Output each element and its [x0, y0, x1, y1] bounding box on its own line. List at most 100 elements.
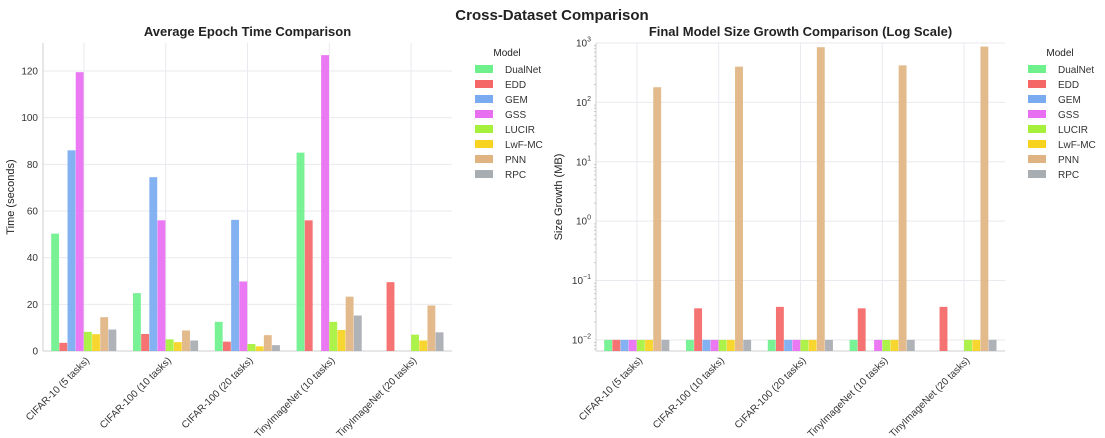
- bar-lwf-mc-cifar-100-20-tasks: [255, 346, 264, 351]
- bar-rpc-tinyimagenet-20-tasks: [988, 339, 997, 351]
- bar-dualnet-tinyimagenet-10-tasks: [296, 152, 305, 351]
- bar-rpc-cifar-10-5-tasks: [108, 329, 117, 351]
- bar-gss-tinyimagenet-10-tasks: [874, 339, 882, 351]
- legend-label-lwf-mc: LwF-MC: [505, 140, 543, 151]
- legend-label-gss: GSS: [1058, 110, 1079, 121]
- bar-pnn-cifar-100-20-tasks: [816, 47, 825, 351]
- bar-lucir-cifar-100-20-tasks: [800, 339, 809, 351]
- bar-edd-tinyimagenet-20-tasks: [386, 282, 395, 351]
- legend-label-pnn: PNN: [505, 155, 526, 166]
- x-tick-label: CIFAR-10 (5 tasks): [24, 355, 92, 423]
- bar-gem-cifar-10-5-tasks: [620, 339, 629, 351]
- legend-swatch-dualnet: [1028, 65, 1046, 73]
- legend-swatch-gem: [475, 95, 493, 103]
- legend-swatch-pnn: [475, 155, 493, 163]
- y-tick-label: 100: [21, 113, 38, 124]
- legend-label-edd: EDD: [1058, 80, 1079, 91]
- legend-label-lwf-mc: LwF-MC: [1058, 140, 1096, 151]
- bar-lucir-cifar-100-20-tasks: [247, 344, 256, 351]
- y-axis-label: Time (seconds): [5, 159, 17, 234]
- chart-title: Average Epoch Time Comparison: [144, 24, 351, 39]
- bar-edd-cifar-100-20-tasks: [775, 306, 784, 351]
- y-tick-label: 60: [27, 207, 39, 218]
- legend-swatch-lucir: [475, 125, 493, 133]
- bar-edd-cifar-100-10-tasks: [694, 308, 703, 351]
- bar-edd-cifar-100-20-tasks: [222, 341, 231, 351]
- y-tick-label: 120: [21, 67, 38, 78]
- x-tick-label: CIFAR-100 (20 tasks): [733, 355, 809, 431]
- x-tick-label: CIFAR-10 (5 tasks): [577, 355, 645, 423]
- bar-lwf-mc-tinyimagenet-20-tasks: [972, 339, 981, 351]
- bar-dualnet-tinyimagenet-10-tasks: [849, 339, 858, 351]
- figure-title: Cross-Dataset Comparison: [455, 7, 648, 24]
- bar-rpc-tinyimagenet-10-tasks: [353, 315, 362, 351]
- bar-dualnet-cifar-10-5-tasks: [604, 339, 613, 351]
- y-axis-label: Size Growth (MB): [553, 154, 565, 241]
- bar-lucir-tinyimagenet-20-tasks: [411, 334, 419, 351]
- bar-dualnet-cifar-10-5-tasks: [51, 233, 60, 351]
- x-tick-label: CIFAR-100 (10 tasks): [98, 355, 174, 431]
- bar-rpc-cifar-100-10-tasks: [743, 339, 752, 351]
- bar-pnn-tinyimagenet-10-tasks: [898, 65, 907, 352]
- bar-gem-cifar-100-10-tasks: [702, 339, 711, 351]
- legend-swatch-gss: [1028, 110, 1046, 118]
- bar-lucir-tinyimagenet-20-tasks: [964, 339, 972, 351]
- legend-label-gem: GEM: [1058, 95, 1081, 106]
- bar-lwf-mc-cifar-10-5-tasks: [92, 334, 100, 351]
- bar-lucir-tinyimagenet-10-tasks: [882, 339, 891, 351]
- bar-gss-cifar-100-10-tasks: [157, 220, 166, 351]
- bar-rpc-cifar-100-10-tasks: [190, 340, 199, 351]
- legend-label-gem: GEM: [505, 95, 528, 106]
- bar-edd-tinyimagenet-10-tasks: [857, 308, 866, 351]
- x-tick-label: TinyImageNet (20 tasks): [888, 355, 973, 438]
- bar-gem-cifar-100-20-tasks: [231, 219, 240, 351]
- legend-swatch-edd: [1028, 80, 1046, 88]
- y-tick-label: 0: [32, 347, 38, 358]
- bar-pnn-cifar-10-5-tasks: [100, 317, 109, 351]
- legend-title: Model: [493, 48, 520, 59]
- bar-pnn-cifar-100-20-tasks: [263, 335, 272, 351]
- legend-label-pnn: PNN: [1058, 155, 1079, 166]
- bar-lwf-mc-tinyimagenet-10-tasks: [890, 339, 899, 351]
- y-tick-label: 100: [576, 215, 591, 228]
- legend-swatch-pnn: [1028, 155, 1046, 163]
- bar-pnn-tinyimagenet-20-tasks: [980, 46, 989, 352]
- x-tick-label: TinyImageNet (10 tasks): [253, 355, 338, 438]
- x-tick-label: CIFAR-100 (10 tasks): [651, 355, 727, 431]
- legend-swatch-edd: [475, 80, 493, 88]
- legend-swatch-gss: [475, 110, 493, 118]
- bar-pnn-cifar-100-10-tasks: [735, 66, 743, 351]
- bar-gem-cifar-10-5-tasks: [67, 150, 76, 351]
- legend-label-rpc: RPC: [1058, 170, 1079, 181]
- bar-gem-cifar-100-10-tasks: [149, 177, 158, 351]
- x-tick-label: CIFAR-100 (20 tasks): [180, 355, 256, 431]
- bar-lwf-mc-tinyimagenet-20-tasks: [419, 340, 428, 351]
- legend-label-lucir: LUCIR: [1058, 125, 1088, 136]
- legend: Model DualNet EDD GEM GSS LUCIR LwF-MC PNN RPC: [1028, 48, 1096, 181]
- bar-edd-cifar-10-5-tasks: [59, 342, 68, 351]
- bar-dualnet-cifar-100-10-tasks: [685, 339, 694, 351]
- legend-label-lucir: LUCIR: [505, 125, 535, 136]
- legend-swatch-gem: [1028, 95, 1046, 103]
- bar-rpc-cifar-100-20-tasks: [272, 345, 280, 351]
- legend-swatch-lucir: [1028, 125, 1046, 133]
- bar-rpc-tinyimagenet-20-tasks: [435, 332, 444, 351]
- bar-rpc-tinyimagenet-10-tasks: [906, 339, 915, 351]
- bar-edd-cifar-100-10-tasks: [141, 333, 150, 351]
- epoch-time-chart: Average Epoch Time Comparison 0 20 40 60 80 10…: [5, 24, 543, 438]
- legend-label-rpc: RPC: [505, 170, 526, 181]
- bar-lwf-mc-cifar-100-10-tasks: [173, 342, 182, 351]
- bar-lucir-cifar-10-5-tasks: [83, 331, 92, 351]
- y-tick-label: 103: [576, 37, 591, 50]
- x-tick-label: TinyImageNet (20 tasks): [335, 355, 420, 438]
- y-tick-label: 10−1: [572, 274, 591, 287]
- legend-swatch-dualnet: [475, 65, 493, 73]
- model-size-chart: Final Model Size Growth Comparison (Log …: [553, 24, 1096, 438]
- legend-label-dualnet: DualNet: [505, 65, 541, 76]
- bar-gss-cifar-10-5-tasks: [628, 339, 637, 351]
- legend-label-gss: GSS: [505, 110, 526, 121]
- bar-gss-cifar-100-10-tasks: [710, 339, 719, 351]
- bar-rpc-cifar-100-20-tasks: [825, 339, 833, 351]
- legend-swatch-lwf-mc: [475, 140, 493, 148]
